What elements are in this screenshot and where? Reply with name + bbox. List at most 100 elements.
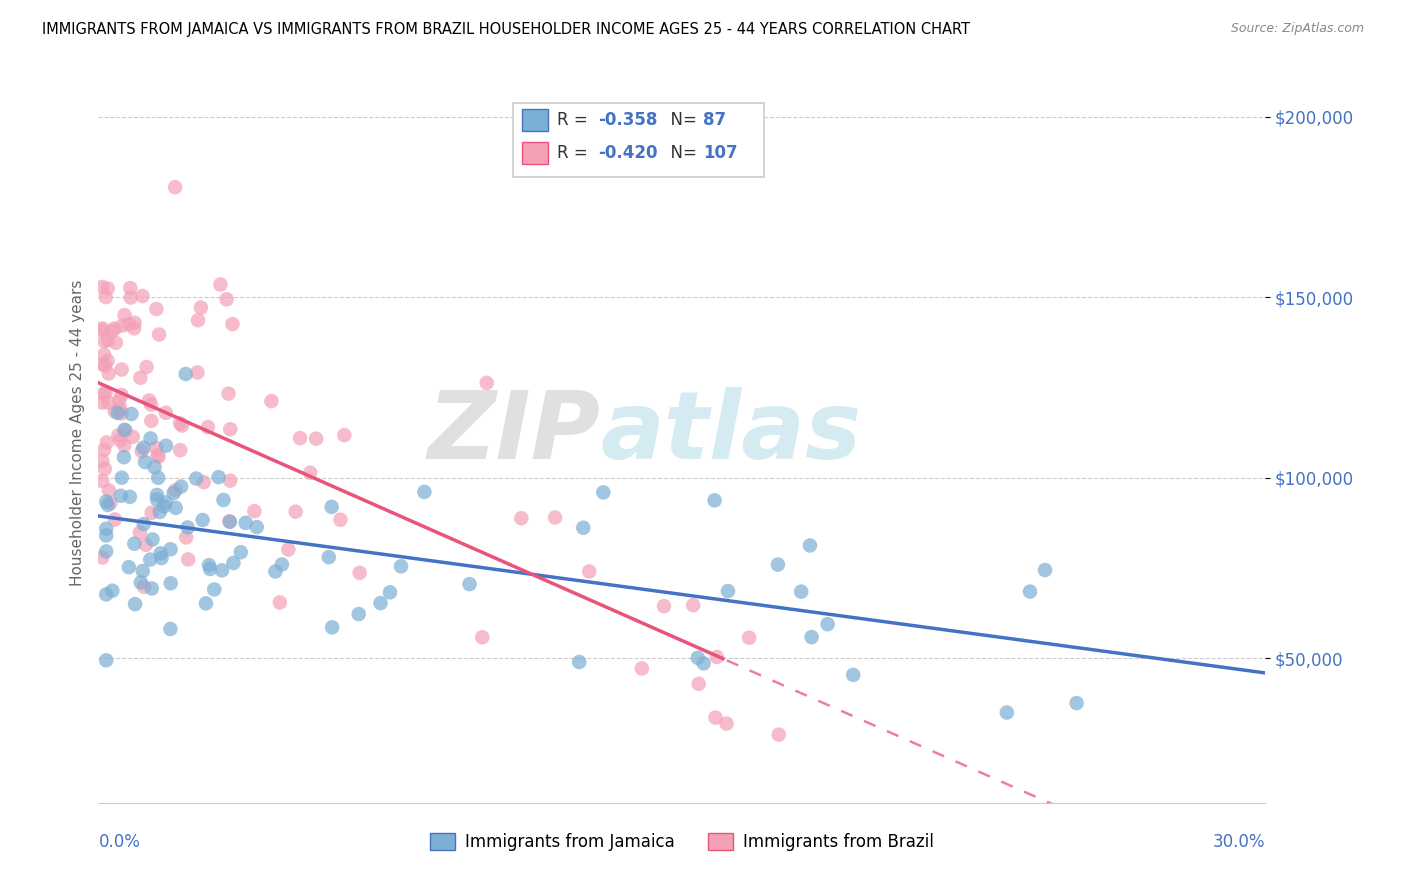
Point [389,559,412,574]
Point [103,321,125,335]
Point [139,432,162,446]
Text: -0.420: -0.420 [598,144,658,161]
Point [107,428,129,442]
Point [572,521,595,535]
Point [197,420,219,434]
Point [299,466,322,480]
Point [159,542,181,557]
Point [104,512,127,526]
Point [97,353,120,368]
Point [475,376,498,390]
Point [108,401,131,416]
Legend: Immigrants from Jamaica, Immigrants from Brazil: Immigrants from Jamaica, Immigrants from… [423,826,941,857]
Point [716,716,738,731]
Point [305,432,328,446]
Point [243,504,266,518]
Point [1019,584,1042,599]
Point [207,470,229,484]
Point [141,506,163,520]
Point [110,406,132,420]
Point [153,500,176,514]
Point [148,327,170,342]
Point [176,520,198,534]
Text: 107: 107 [703,144,738,161]
Point [277,542,299,557]
Point [91,357,114,371]
Point [688,677,710,691]
Point [128,525,150,540]
Point [93,334,115,349]
Point [122,321,145,335]
Point [169,443,191,458]
Point [96,544,118,558]
Point [96,587,118,601]
Point [97,367,120,381]
Point [110,489,132,503]
Point [222,556,245,570]
Point [110,388,132,402]
Point [578,565,600,579]
Point [215,293,238,307]
Point [349,566,371,580]
Point [112,438,135,452]
Point [1066,696,1088,710]
Point [135,538,157,552]
Text: Source: ZipAtlas.com: Source: ZipAtlas.com [1230,22,1364,36]
Point [458,577,481,591]
Point [145,301,167,316]
Point [97,483,120,498]
Point [155,406,177,420]
Point [190,301,212,315]
Point [842,668,865,682]
Point [209,277,232,292]
Text: atlas: atlas [600,386,862,479]
Point [264,565,287,579]
Point [124,537,146,551]
FancyBboxPatch shape [522,142,548,164]
Point [114,308,136,322]
Point [94,385,117,400]
Point [97,333,120,347]
Y-axis label: Householder Income Ages 25 - 44 years: Householder Income Ages 25 - 44 years [69,279,84,586]
Point [96,653,118,667]
Point [229,545,252,559]
Point [104,335,127,350]
Point [124,597,146,611]
Point [790,584,813,599]
Point [155,495,177,509]
Point [97,281,120,295]
Point [121,430,143,444]
Point [108,434,131,448]
Point [1033,563,1056,577]
Point [170,418,193,433]
Point [218,515,240,529]
Point [121,407,143,421]
Point [186,471,208,485]
Point [101,324,124,338]
Point [132,517,155,532]
Point [146,488,169,502]
Point [93,386,115,401]
Point [187,313,209,327]
Point [169,417,191,431]
Point [148,450,170,464]
Point [94,290,117,304]
Point [141,533,163,547]
Point [333,428,356,442]
Point [347,607,370,621]
Point [177,552,200,566]
Point [96,528,118,542]
Text: 0.0%: 0.0% [98,833,141,851]
Point [766,558,789,572]
FancyBboxPatch shape [522,109,548,131]
Point [129,575,152,590]
Point [100,496,122,510]
Point [118,490,141,504]
Point [129,370,152,384]
Point [717,584,740,599]
Point [652,599,675,614]
Point [235,516,257,530]
Point [146,448,169,462]
Point [149,505,172,519]
Point [269,595,291,609]
